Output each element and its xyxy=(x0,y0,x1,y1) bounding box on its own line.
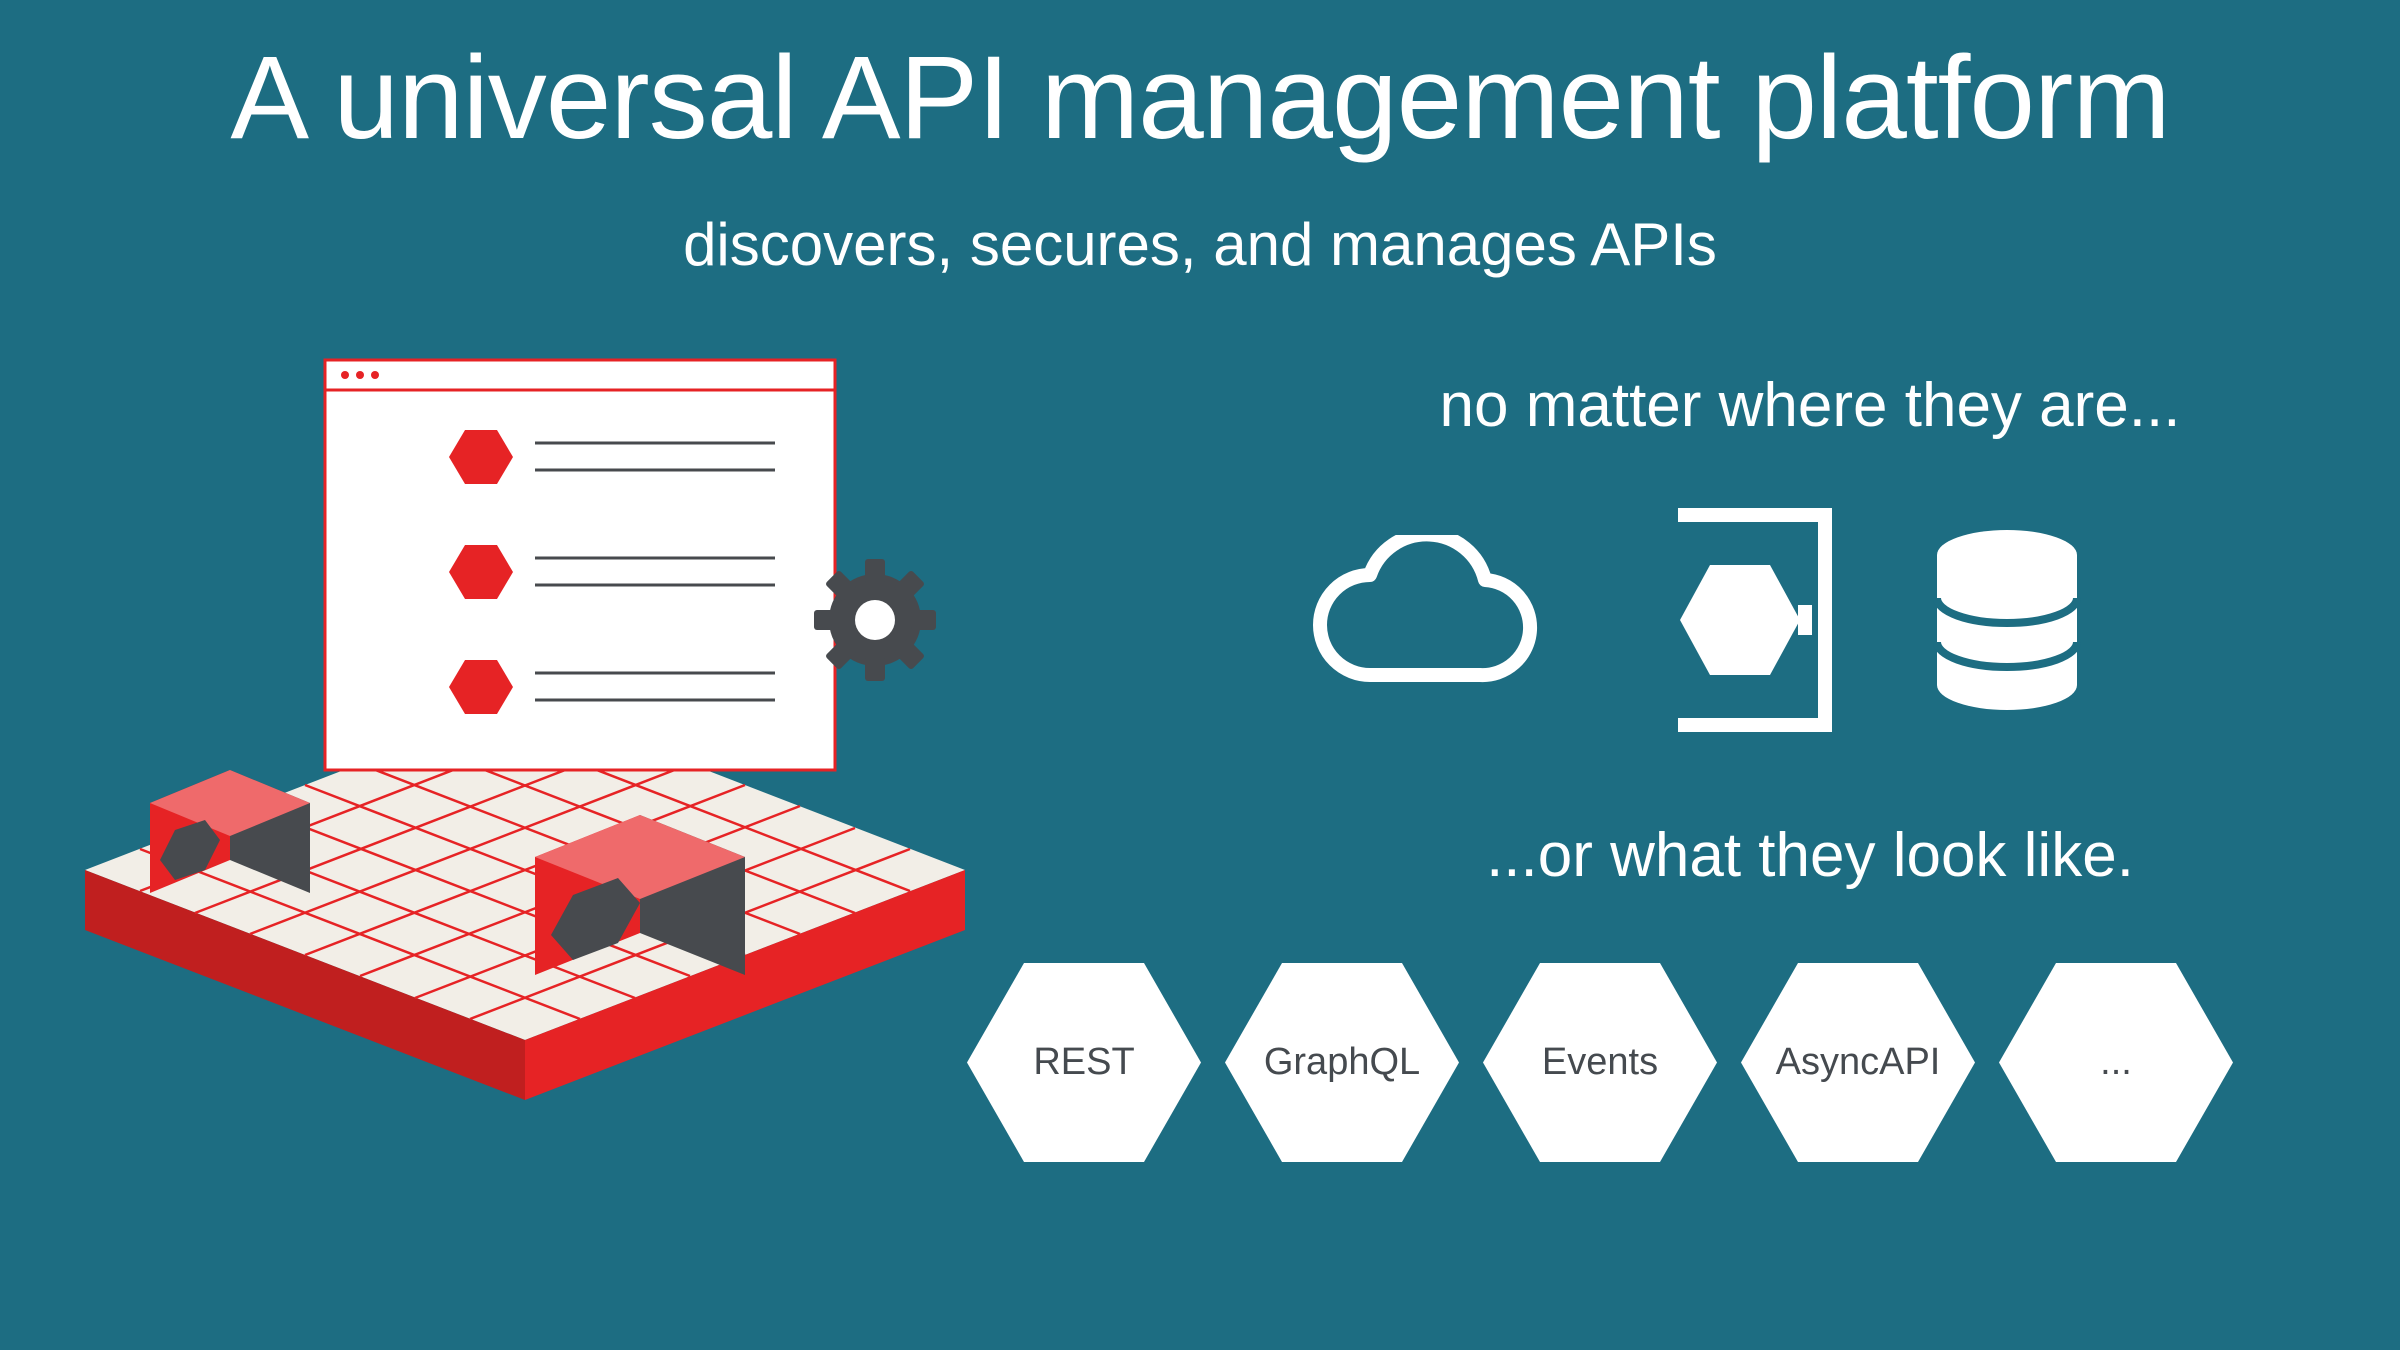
hex-label: REST xyxy=(1033,1041,1134,1084)
look-like-text: ...or what they look like. xyxy=(1240,820,2380,891)
location-icons-row xyxy=(1300,505,2085,735)
where-text: no matter where they are... xyxy=(1240,370,2380,441)
hex-label: AsyncAPI xyxy=(1776,1041,1941,1084)
database-icon xyxy=(1930,525,2085,715)
api-types-row: REST GraphQL Events AsyncAPI ... xyxy=(964,960,2236,1165)
hex-label: ... xyxy=(2100,1041,2132,1084)
page-subtitle: discovers, secures, and manages APIs xyxy=(0,210,2400,279)
page-title: A universal API management platform xyxy=(0,30,2400,166)
hex-asyncapi: AsyncAPI xyxy=(1738,960,1978,1165)
hex-more: ... xyxy=(1996,960,2236,1165)
platform-illustration xyxy=(85,340,1025,1090)
hex-label: GraphQL xyxy=(1264,1041,1420,1084)
hex-events: Events xyxy=(1480,960,1720,1165)
onprem-hex-icon xyxy=(1630,505,1850,735)
cloud-icon xyxy=(1300,535,1550,705)
hex-graphql: GraphQL xyxy=(1222,960,1462,1165)
hex-label: Events xyxy=(1542,1041,1658,1084)
